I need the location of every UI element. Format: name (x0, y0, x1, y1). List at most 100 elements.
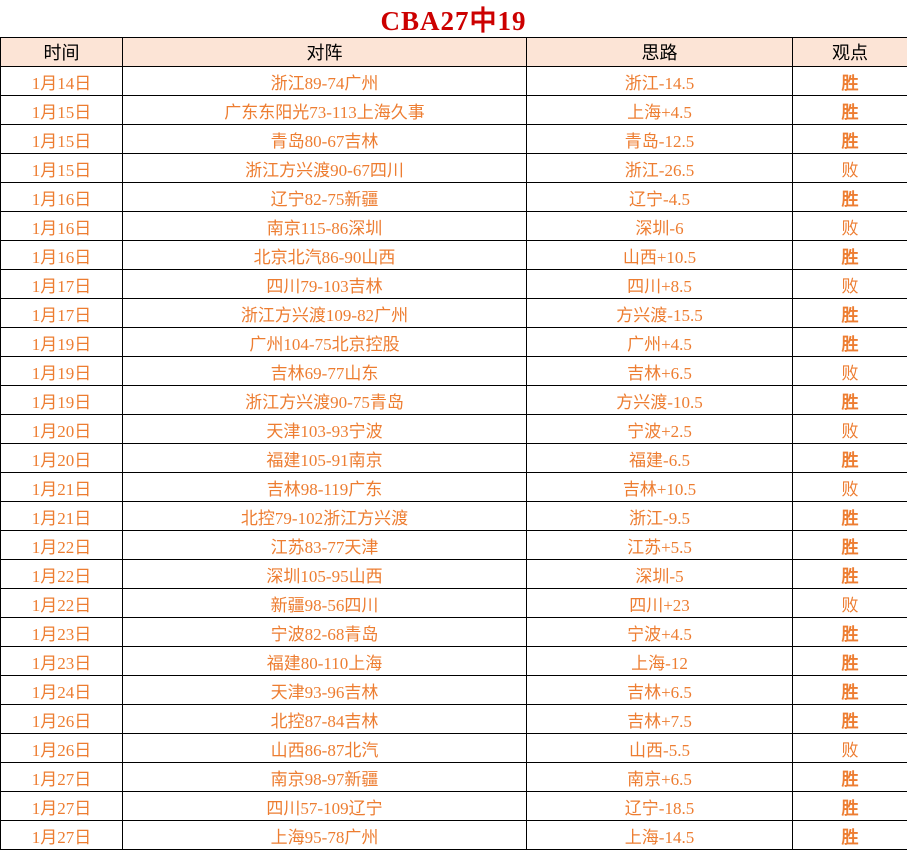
header-row: 时间 对阵 思路 观点 (0, 37, 907, 67)
table-row: 1月22日 新疆98-56四川 四川+23 败 (0, 588, 907, 618)
date-cell: 1月22日 (0, 530, 123, 560)
matchup-cell: 天津103-93宁波 (122, 414, 527, 444)
date-cell: 1月16日 (0, 211, 123, 241)
result-cell: 胜 (792, 443, 907, 473)
table-row: 1月21日 北控79-102浙江方兴渡 浙江-9.5 胜 (0, 501, 907, 531)
line-cell: 辽宁-18.5 (526, 791, 793, 821)
matchup-cell: 南京98-97新疆 (122, 762, 527, 792)
result-cell: 胜 (792, 762, 907, 792)
date-cell: 1月22日 (0, 588, 123, 618)
line-cell: 福建-6.5 (526, 443, 793, 473)
result-cell: 胜 (792, 791, 907, 821)
table-row: 1月20日 天津103-93宁波 宁波+2.5 败 (0, 414, 907, 444)
table-row: 1月24日 天津93-96吉林 吉林+6.5 胜 (0, 675, 907, 705)
table-row: 1月22日 江苏83-77天津 江苏+5.5 胜 (0, 530, 907, 560)
matchup-cell: 四川57-109辽宁 (122, 791, 527, 821)
matchup-cell: 青岛80-67吉林 (122, 124, 527, 154)
date-cell: 1月26日 (0, 704, 123, 734)
matchup-cell: 北控79-102浙江方兴渡 (122, 501, 527, 531)
result-cell: 胜 (792, 66, 907, 96)
line-cell: 方兴渡-10.5 (526, 385, 793, 415)
matchup-cell: 福建105-91南京 (122, 443, 527, 473)
result-cell: 胜 (792, 327, 907, 357)
matchup-cell: 吉林69-77山东 (122, 356, 527, 386)
table-row: 1月16日 辽宁82-75新疆 辽宁-4.5 胜 (0, 182, 907, 212)
line-cell: 南京+6.5 (526, 762, 793, 792)
date-cell: 1月23日 (0, 646, 123, 676)
table-row: 1月15日 青岛80-67吉林 青岛-12.5 胜 (0, 124, 907, 154)
col-header-verdict: 观点 (792, 37, 907, 67)
date-cell: 1月24日 (0, 675, 123, 705)
line-cell: 宁波+2.5 (526, 414, 793, 444)
table-row: 1月16日 北京北汽86-90山西 山西+10.5 胜 (0, 240, 907, 270)
result-cell: 败 (792, 269, 907, 299)
matchup-cell: 浙江方兴渡90-67四川 (122, 153, 527, 183)
line-cell: 山西+10.5 (526, 240, 793, 270)
date-cell: 1月19日 (0, 385, 123, 415)
matchup-cell: 福建80-110上海 (122, 646, 527, 676)
line-cell: 方兴渡-15.5 (526, 298, 793, 328)
result-cell: 胜 (792, 182, 907, 212)
date-cell: 1月22日 (0, 559, 123, 589)
result-cell: 胜 (792, 704, 907, 734)
line-cell: 广州+4.5 (526, 327, 793, 357)
matchup-cell: 北京北汽86-90山西 (122, 240, 527, 270)
table-row: 1月27日 南京98-97新疆 南京+6.5 胜 (0, 762, 907, 792)
table-row: 1月17日 四川79-103吉林 四川+8.5 败 (0, 269, 907, 299)
line-cell: 吉林+6.5 (526, 356, 793, 386)
matchup-cell: 浙江89-74广州 (122, 66, 527, 96)
matchup-cell: 南京115-86深圳 (122, 211, 527, 241)
table-row: 1月15日 广东东阳光73-113上海久事 上海+4.5 胜 (0, 95, 907, 125)
table-row: 1月19日 浙江方兴渡90-75青岛 方兴渡-10.5 胜 (0, 385, 907, 415)
matchup-cell: 四川79-103吉林 (122, 269, 527, 299)
result-cell: 胜 (792, 530, 907, 560)
line-cell: 吉林+6.5 (526, 675, 793, 705)
line-cell: 浙江-9.5 (526, 501, 793, 531)
matchup-cell: 新疆98-56四川 (122, 588, 527, 618)
date-cell: 1月16日 (0, 240, 123, 270)
table-header: 时间 对阵 思路 观点 (0, 37, 907, 67)
date-cell: 1月19日 (0, 327, 123, 357)
matchup-cell: 宁波82-68青岛 (122, 617, 527, 647)
table-row: 1月22日 深圳105-95山西 深圳-5 胜 (0, 559, 907, 589)
date-cell: 1月27日 (0, 791, 123, 821)
result-cell: 败 (792, 211, 907, 241)
line-cell: 四川+23 (526, 588, 793, 618)
result-cell: 胜 (792, 240, 907, 270)
matchup-cell: 山西86-87北汽 (122, 733, 527, 763)
date-cell: 1月21日 (0, 501, 123, 531)
line-cell: 深圳-6 (526, 211, 793, 241)
line-cell: 上海-12 (526, 646, 793, 676)
line-cell: 江苏+5.5 (526, 530, 793, 560)
result-cell: 败 (792, 733, 907, 763)
matchup-cell: 广州104-75北京控股 (122, 327, 527, 357)
line-cell: 深圳-5 (526, 559, 793, 589)
table-body: 1月14日 浙江89-74广州 浙江-14.5 胜 1月15日 广东东阳光73-113上海… (0, 66, 907, 850)
date-cell: 1月17日 (0, 298, 123, 328)
date-cell: 1月27日 (0, 762, 123, 792)
table-row: 1月26日 北控87-84吉林 吉林+7.5 胜 (0, 704, 907, 734)
date-cell: 1月20日 (0, 414, 123, 444)
table-row: 1月26日 山西86-87北汽 山西-5.5 败 (0, 733, 907, 763)
line-cell: 四川+8.5 (526, 269, 793, 299)
result-cell: 胜 (792, 385, 907, 415)
date-cell: 1月15日 (0, 95, 123, 125)
results-table: 时间 对阵 思路 观点 1月14日 浙江89-74广州 浙江-14.5 胜 1月15日广… (0, 37, 907, 850)
date-cell: 1月20日 (0, 443, 123, 473)
matchup-cell: 浙江方兴渡109-82广州 (122, 298, 527, 328)
matchup-cell: 辽宁82-75新疆 (122, 182, 527, 212)
matchup-cell: 广东东阳光73-113上海久事 (122, 95, 527, 125)
result-cell: 胜 (792, 501, 907, 531)
matchup-cell: 天津93-96吉林 (122, 675, 527, 705)
line-cell: 宁波+4.5 (526, 617, 793, 647)
col-header-time: 时间 (0, 37, 123, 67)
matchup-cell: 浙江方兴渡90-75青岛 (122, 385, 527, 415)
page-title: CBA27中19 (380, 6, 527, 36)
line-cell: 吉林+10.5 (526, 472, 793, 502)
date-cell: 1月15日 (0, 153, 123, 183)
date-cell: 1月15日 (0, 124, 123, 154)
result-cell: 败 (792, 472, 907, 502)
table-row: 1月20日 福建105-91南京 福建-6.5 胜 (0, 443, 907, 473)
date-cell: 1月27日 (0, 820, 123, 850)
